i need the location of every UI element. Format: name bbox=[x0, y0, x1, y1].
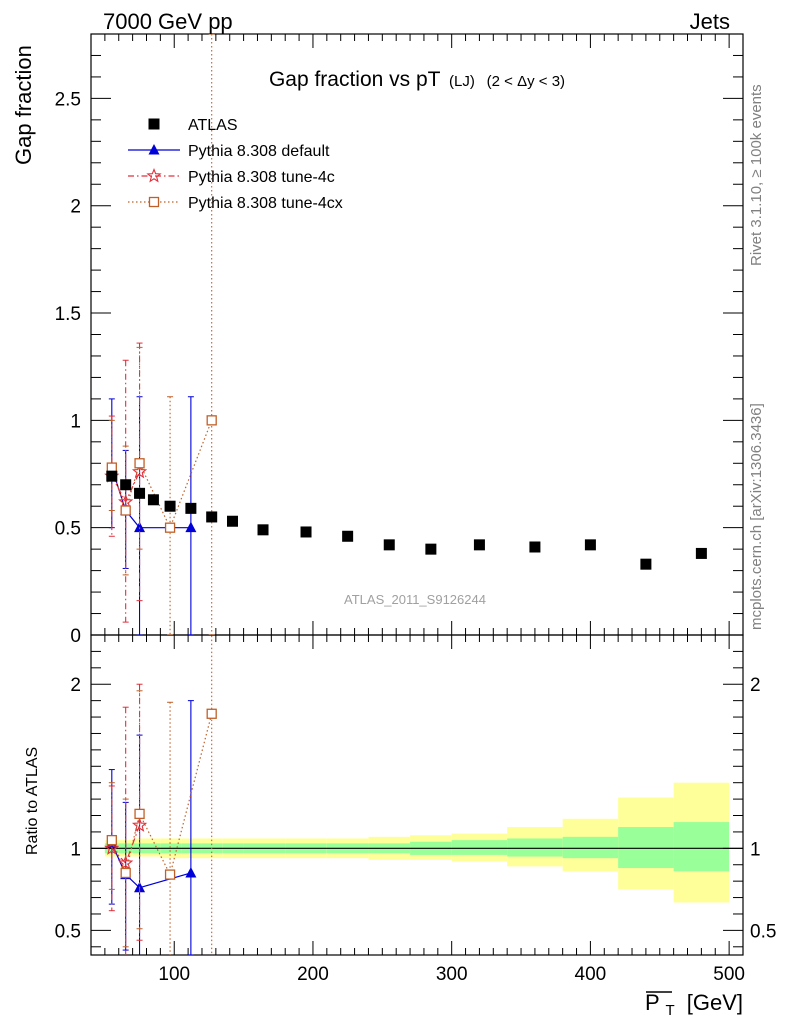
legend-label: ATLAS bbox=[188, 117, 238, 134]
ratio-panel-frame bbox=[90, 634, 744, 956]
x-tick-label: 400 bbox=[575, 964, 607, 985]
analysis-tag: ATLAS_2011_S9126244 bbox=[344, 592, 486, 607]
main-atlas-point bbox=[529, 541, 541, 553]
main-y-tick-label: 1 bbox=[70, 411, 81, 432]
band-inner-bin bbox=[507, 838, 563, 857]
main-y-tick-label: 2 bbox=[70, 197, 81, 218]
chart-title-range: (2 < Δy < 3) bbox=[487, 73, 565, 90]
x-tick-label: 200 bbox=[297, 964, 329, 985]
ratio-series-line bbox=[111, 843, 192, 889]
main-y-tick-label: 1.5 bbox=[55, 304, 81, 325]
main-series bbox=[106, 396, 197, 635]
main-atlas-point bbox=[342, 530, 354, 542]
legend: ATLAS Pythia 8.308 default Pythia 8.308 tu… bbox=[128, 117, 343, 212]
ratio-y-tick-label-right: 2 bbox=[750, 675, 761, 696]
header-left: 7000 GeV pp bbox=[103, 9, 233, 34]
xlabel-main: P bbox=[645, 990, 659, 1015]
main-y-tick-label: 0.5 bbox=[55, 519, 81, 540]
xlabel: P T [GeV] bbox=[645, 990, 743, 1020]
main-atlas-point bbox=[185, 502, 197, 514]
chart-title-main: Gap fraction vs pT bbox=[269, 68, 441, 91]
mcplots-label: mcplots.cern.ch [arXiv:1306.3436] bbox=[748, 403, 765, 630]
main-y-tick-label: 0 bbox=[70, 626, 81, 647]
legend-marker bbox=[146, 167, 162, 183]
main-point bbox=[185, 521, 197, 533]
main-ylabel: Gap fraction bbox=[11, 45, 36, 165]
main-atlas-point bbox=[695, 547, 707, 559]
chart-title: Gap fraction vs pT (LJ) (2 < Δy < 3) bbox=[269, 68, 565, 91]
main-atlas-point bbox=[120, 479, 132, 491]
main-series-line bbox=[111, 471, 141, 504]
main-point bbox=[134, 521, 146, 533]
x-tick-label: 300 bbox=[436, 964, 468, 985]
band-inner-bin bbox=[618, 827, 674, 869]
main-atlas-point bbox=[300, 526, 312, 538]
main-atlas-point bbox=[164, 500, 176, 512]
ratio-panel-data bbox=[104, 635, 217, 955]
ratio-point bbox=[206, 708, 217, 719]
main-point bbox=[120, 505, 131, 516]
main-atlas-point bbox=[383, 539, 395, 551]
ratio-point bbox=[118, 855, 134, 870]
legend-marker bbox=[148, 196, 160, 208]
legend-label: Pythia 8.308 tune-4c bbox=[188, 169, 335, 186]
ratio-point bbox=[106, 834, 117, 846]
main-atlas-point bbox=[640, 558, 652, 570]
main-point bbox=[134, 458, 145, 469]
x-tick-label: 500 bbox=[713, 964, 745, 985]
main-atlas-point bbox=[106, 470, 118, 482]
main-point bbox=[164, 522, 176, 533]
band-inner-bin bbox=[451, 840, 508, 855]
main-atlas-point bbox=[134, 487, 146, 499]
main-series bbox=[106, 34, 217, 635]
ratio-series bbox=[106, 700, 197, 955]
ratio-point bbox=[164, 869, 176, 880]
x-tick-label: 100 bbox=[158, 964, 190, 985]
main-point bbox=[118, 493, 134, 509]
ratio-y-tick-label: 2 bbox=[70, 675, 81, 696]
main-panel-data bbox=[104, 34, 707, 635]
legend-label: Pythia 8.308 tune-4cx bbox=[188, 195, 343, 212]
xlabel-unit: [GeV] bbox=[687, 990, 743, 1015]
main-point bbox=[206, 415, 217, 426]
ratio-uncertainty-band bbox=[91, 782, 743, 903]
ratio-ylabel: Ratio to ATLAS bbox=[24, 747, 41, 855]
main-atlas-point bbox=[147, 494, 159, 506]
ratio-y-tick-label-right: 1 bbox=[750, 839, 761, 860]
main-atlas-point bbox=[226, 515, 238, 527]
ratio-point bbox=[134, 808, 145, 820]
legend-marker bbox=[148, 144, 160, 155]
header-right: Jets bbox=[690, 9, 730, 34]
ratio-point bbox=[120, 867, 131, 879]
main-atlas-point bbox=[473, 539, 485, 551]
band-inner-bin bbox=[562, 836, 619, 859]
ratio-y-tick-label: 1 bbox=[70, 839, 81, 860]
main-y-tick-label: 2.5 bbox=[55, 89, 81, 110]
main-atlas-point bbox=[584, 539, 596, 551]
xlabel-sub: T bbox=[665, 1002, 674, 1019]
legend-label: Pythia 8.308 default bbox=[188, 143, 330, 160]
legend-marker bbox=[148, 118, 160, 130]
main-atlas-point bbox=[425, 543, 437, 555]
main-point bbox=[131, 463, 148, 479]
rivet-label: Rivet 3.1.10, ≥ 100k events bbox=[748, 84, 765, 266]
band-inner-bin bbox=[673, 822, 730, 872]
main-atlas-point bbox=[257, 524, 269, 536]
ratio-y-tick-label-right: 0.5 bbox=[750, 921, 776, 942]
axes: 100 200 300 400 500 0 0.5 1 1.5 2 2.5 0.5 0.5 1 1 2 2 bbox=[55, 34, 776, 985]
main-atlas-point bbox=[206, 511, 218, 523]
main-atlas-series bbox=[106, 470, 707, 570]
chart-title-sub: (LJ) bbox=[449, 73, 475, 90]
ratio-series bbox=[106, 635, 217, 955]
ratio-point bbox=[185, 866, 197, 878]
ratio-y-tick-label: 0.5 bbox=[55, 921, 81, 942]
